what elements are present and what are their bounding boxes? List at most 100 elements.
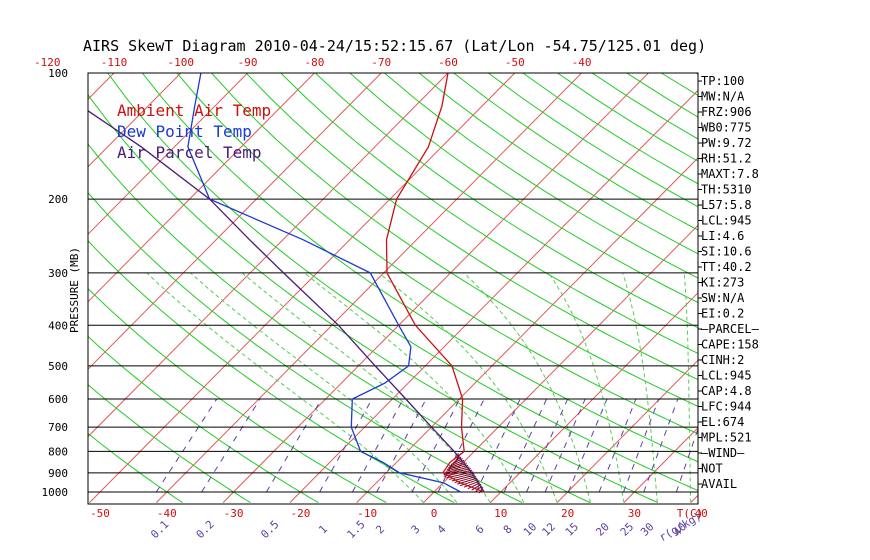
mixing-ratio-label: 0.1 [148,518,171,541]
top-temperature-tick: -90 [238,56,258,69]
mixing-ratio-label: 1 [316,523,330,537]
mixing-ratio-line [475,398,521,493]
dry-adiabat-line [176,73,698,435]
legend-entry: Ambient Air Temp [117,101,271,120]
top-temperature-tick: -110 [101,56,128,69]
mixing-ratio-line [544,398,586,493]
sounding-stat: CAPE:158 [701,338,759,352]
mixing-ratio-line [319,398,373,493]
isotherm-line [623,427,698,503]
dry-adiabat-line [314,73,698,329]
sounding-stat: NOT [701,462,723,476]
moist-adiabat-line [303,272,525,503]
sounding-stat: LCL:945 [701,214,752,228]
dry-adiabat-line [141,73,698,463]
mixing-ratio-line [526,398,569,493]
sounding-stat: SI:10.6 [701,245,752,259]
top-temperature-tick: -120 [34,56,61,69]
isotherm-line [88,73,382,370]
mixing-ratio-label: 15 [563,520,582,539]
sounding-stat: TT:40.2 [701,260,752,274]
cape-hatch-mark [446,463,467,471]
sounding-stat: MPL:521 [701,431,752,445]
sounding-stat: LI:4.6 [701,229,744,243]
sounding-stat: SW:N/A [701,291,745,305]
sounding-stat: EL:674 [701,415,744,429]
mixing-ratio-label: 4 [435,522,449,536]
mixing-ratio-label: 10 [521,520,540,539]
pressure-tick-label: 1000 [42,486,69,499]
bottom-temperature-tick: -10 [357,507,377,520]
isotherm-line [356,157,698,503]
dry-adiabat-line [661,73,698,97]
moist-adiabat-line [146,272,424,503]
moist-adiabat-line [683,272,692,503]
x-axis-unit-label: T(C) [677,507,704,520]
mixing-ratio-label: 0.2 [194,518,217,541]
mixing-ratio-line [623,398,660,493]
cape-hatch-mark [448,461,466,469]
y-axis-label: PRESSURE (MB) [68,247,81,333]
pressure-tick-label: 300 [48,267,68,280]
dry-adiabat-line [765,73,870,503]
pressure-tick-label: 100 [48,67,68,80]
isotherm-line [88,73,248,235]
isotherm-line [222,73,649,503]
mixing-ratio-line [201,398,261,493]
dry-adiabat-line [488,73,698,208]
dewpoint-temperature-line [187,73,462,493]
mixing-ratio-label: 2 [373,523,387,537]
sounding-stat: EI:0.2 [701,307,744,321]
isotherm-line [89,73,516,503]
dry-adiabat-line [800,73,870,503]
isotherm-line [155,73,582,503]
mixing-ratio-label: 3 [409,523,423,537]
pressure-tick-label: 200 [48,193,68,206]
cape-hatch-mark [444,466,470,474]
mixing-ratio-line [643,398,679,493]
isotherm-line [758,73,870,503]
legend-entry: Air Parcel Temp [117,143,262,162]
bottom-temperature-tick: -30 [224,507,244,520]
sounding-stat: —PARCEL— [701,322,760,336]
mixing-ratio-line [352,398,404,493]
moist-adiabat-line [378,272,558,503]
sounding-stat: CINH:2 [701,353,744,367]
dry-adiabat-line [245,73,698,381]
bottom-temperature-tick: 30 [628,507,641,520]
moist-adiabat-line [548,272,625,503]
isotherm-line [88,73,449,438]
top-temperature-tick: -40 [572,56,592,69]
top-temperature-tick: -80 [304,56,324,69]
sounding-stat: TP:100 [701,74,744,88]
isotherm-line [556,359,698,503]
cape-hatch-mark [467,482,481,490]
dry-adiabat-line [418,73,698,255]
pressure-tick-label: 700 [48,421,68,434]
mixing-ratio-label: 20 [593,520,612,539]
dry-adiabat-line [280,73,698,354]
mixing-ratio-label: 1.5 [344,518,367,541]
mixing-ratio-label: 8 [501,523,515,537]
sounding-stat: TH:5310 [701,183,752,197]
bottom-temperature-tick: 0 [431,507,438,520]
dry-adiabat-line [211,73,698,407]
dry-adiabat-line [522,73,698,185]
mixing-ratio-line [675,427,698,493]
sounding-stat: MAXT:7.8 [701,167,759,181]
sounding-stat: AVAIL [701,477,737,491]
top-temperature-tick: -70 [371,56,391,69]
mixing-ratio-label: 0.5 [258,518,281,541]
top-temperature-tick: -50 [505,56,525,69]
bottom-temperature-tick: -50 [90,507,110,520]
isotherm-line [289,89,698,503]
mixing-ratio-label: 25 [618,520,637,539]
isotherm-line [423,224,698,503]
mixing-ratio-line [567,398,608,493]
sounding-stat: FRZ:906 [701,105,752,119]
mixing-ratio-line [437,398,485,493]
isotherm-line [824,73,870,503]
cape-hatch-mark [445,464,469,472]
pressure-tick-label: 400 [48,319,68,332]
